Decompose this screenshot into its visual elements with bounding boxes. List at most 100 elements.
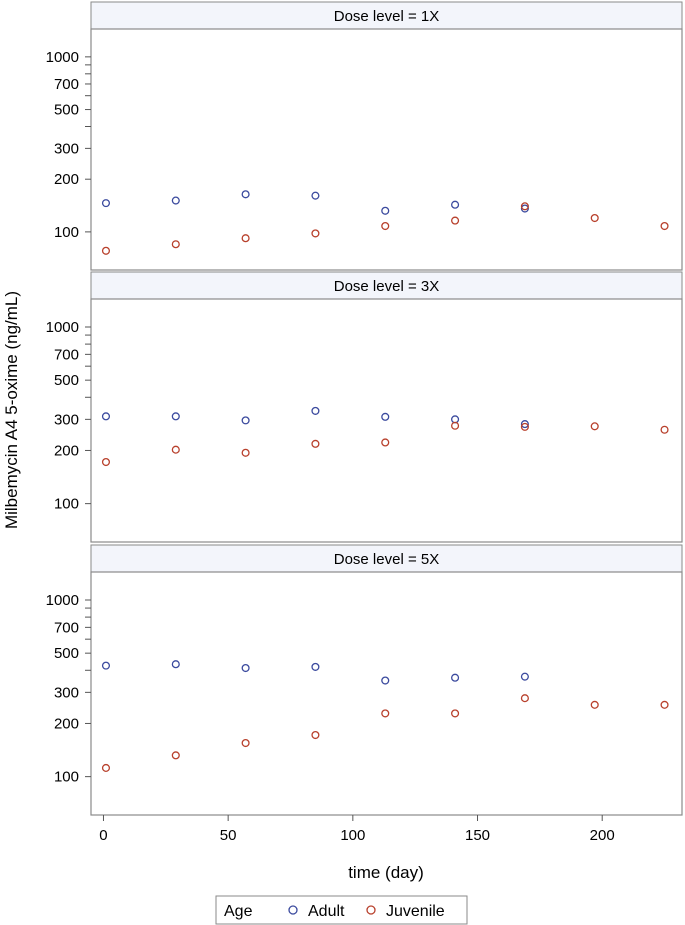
data-point	[660, 425, 669, 434]
y-tick-label: 200	[54, 171, 79, 188]
data-point	[381, 221, 390, 231]
x-tick-label: 150	[465, 827, 490, 844]
x-axis-title: time (day)	[348, 863, 424, 882]
data-point	[520, 694, 529, 703]
data-point	[590, 213, 599, 223]
data-point	[241, 663, 250, 673]
y-axis-title: Milbemycin A4 5-oxime (ng/mL)	[2, 291, 21, 529]
data-point	[311, 229, 320, 238]
x-tick-label: 0	[99, 827, 107, 844]
data-point	[381, 206, 390, 215]
data-point	[101, 246, 111, 255]
data-point	[451, 421, 460, 430]
y-tick-label: 1000	[46, 49, 79, 66]
panel-frame	[90, 571, 683, 816]
data-point	[101, 763, 111, 772]
series-adult	[101, 406, 529, 429]
data-point	[171, 751, 180, 760]
data-point	[171, 196, 180, 205]
legend: Age Adult Juvenile	[215, 895, 468, 925]
series-juvenile	[101, 694, 669, 772]
series-adult	[101, 190, 529, 215]
data-point	[590, 700, 599, 709]
data-point	[101, 412, 111, 421]
data-point	[101, 457, 111, 467]
panel-2: Dose level = 3X 100 200 300 500 700 1000	[46, 271, 683, 543]
y-tick-label: 1000	[46, 319, 79, 336]
data-point	[520, 672, 529, 681]
data-point	[451, 216, 460, 225]
legend-title: Age	[224, 903, 253, 920]
data-point	[171, 412, 180, 421]
data-point	[311, 730, 320, 740]
data-point	[241, 190, 250, 199]
data-point	[660, 221, 669, 231]
data-point	[171, 240, 180, 249]
data-point	[241, 416, 250, 425]
data-point	[311, 406, 320, 415]
x-tick-label: 50	[220, 827, 237, 844]
panel-title: Dose level = 1X	[334, 8, 439, 25]
data-point	[381, 676, 390, 685]
y-tick-label: 300	[54, 411, 79, 428]
panel-header	[90, 271, 683, 300]
data-point	[311, 191, 320, 200]
y-tick-label: 500	[54, 102, 79, 119]
legend-marker-adult	[288, 905, 298, 915]
panel-title: Dose level = 5X	[334, 551, 439, 568]
panel-header	[90, 1, 683, 30]
data-point	[241, 448, 250, 457]
data-point	[101, 661, 111, 670]
panel-3: Dose level = 5X 100 200 300 500 700 1000	[46, 544, 683, 816]
data-point	[241, 738, 250, 748]
data-point	[171, 660, 180, 669]
panel-title: Dose level = 3X	[334, 278, 439, 295]
y-tick-label: 300	[54, 140, 79, 157]
y-tick-label: 300	[54, 684, 79, 701]
data-point	[381, 412, 390, 421]
legend-frame	[215, 895, 468, 925]
data-point	[171, 445, 180, 454]
x-tick-label: 100	[340, 827, 365, 844]
y-tick-label: 1000	[46, 592, 79, 609]
data-point	[451, 200, 460, 209]
data-point	[311, 662, 320, 671]
legend-label-adult: Adult	[308, 903, 345, 920]
series-adult	[101, 660, 529, 685]
y-axis: 100 200 300 500 700 1000	[46, 49, 91, 241]
y-axis: 100 200 300 500 700 1000	[46, 319, 91, 513]
y-tick-label: 500	[54, 372, 79, 389]
panel-header	[90, 544, 683, 573]
y-axis: 100 200 300 500 700 1000	[46, 592, 91, 786]
legend-marker-juvenile	[366, 905, 376, 915]
y-tick-label: 200	[54, 715, 79, 732]
y-tick-label: 700	[54, 619, 79, 636]
y-tick-label: 700	[54, 346, 79, 363]
legend-label-juvenile: Juvenile	[386, 903, 445, 920]
series-juvenile	[101, 421, 669, 467]
y-tick-label: 100	[54, 224, 79, 241]
panel-frame	[90, 298, 683, 543]
data-point	[101, 199, 111, 208]
data-point	[381, 709, 390, 718]
x-tick-label: 200	[590, 827, 615, 844]
data-point	[660, 700, 669, 709]
data-point	[451, 673, 460, 682]
data-point	[520, 204, 529, 213]
data-point	[590, 422, 599, 431]
y-tick-label: 100	[54, 496, 79, 513]
y-tick-label: 700	[54, 76, 79, 93]
x-axis: 0 50 100 150 200	[99, 815, 615, 844]
panel-1: Dose level = 1X 100 200 300 500 700 1000	[46, 1, 683, 271]
data-point	[451, 709, 460, 718]
data-point	[381, 438, 390, 447]
data-point	[520, 202, 529, 211]
y-tick-label: 200	[54, 442, 79, 459]
data-point	[520, 420, 529, 429]
y-tick-label: 500	[54, 645, 79, 662]
y-tick-label: 100	[54, 769, 79, 786]
series-juvenile	[101, 202, 669, 255]
data-point	[311, 439, 320, 448]
